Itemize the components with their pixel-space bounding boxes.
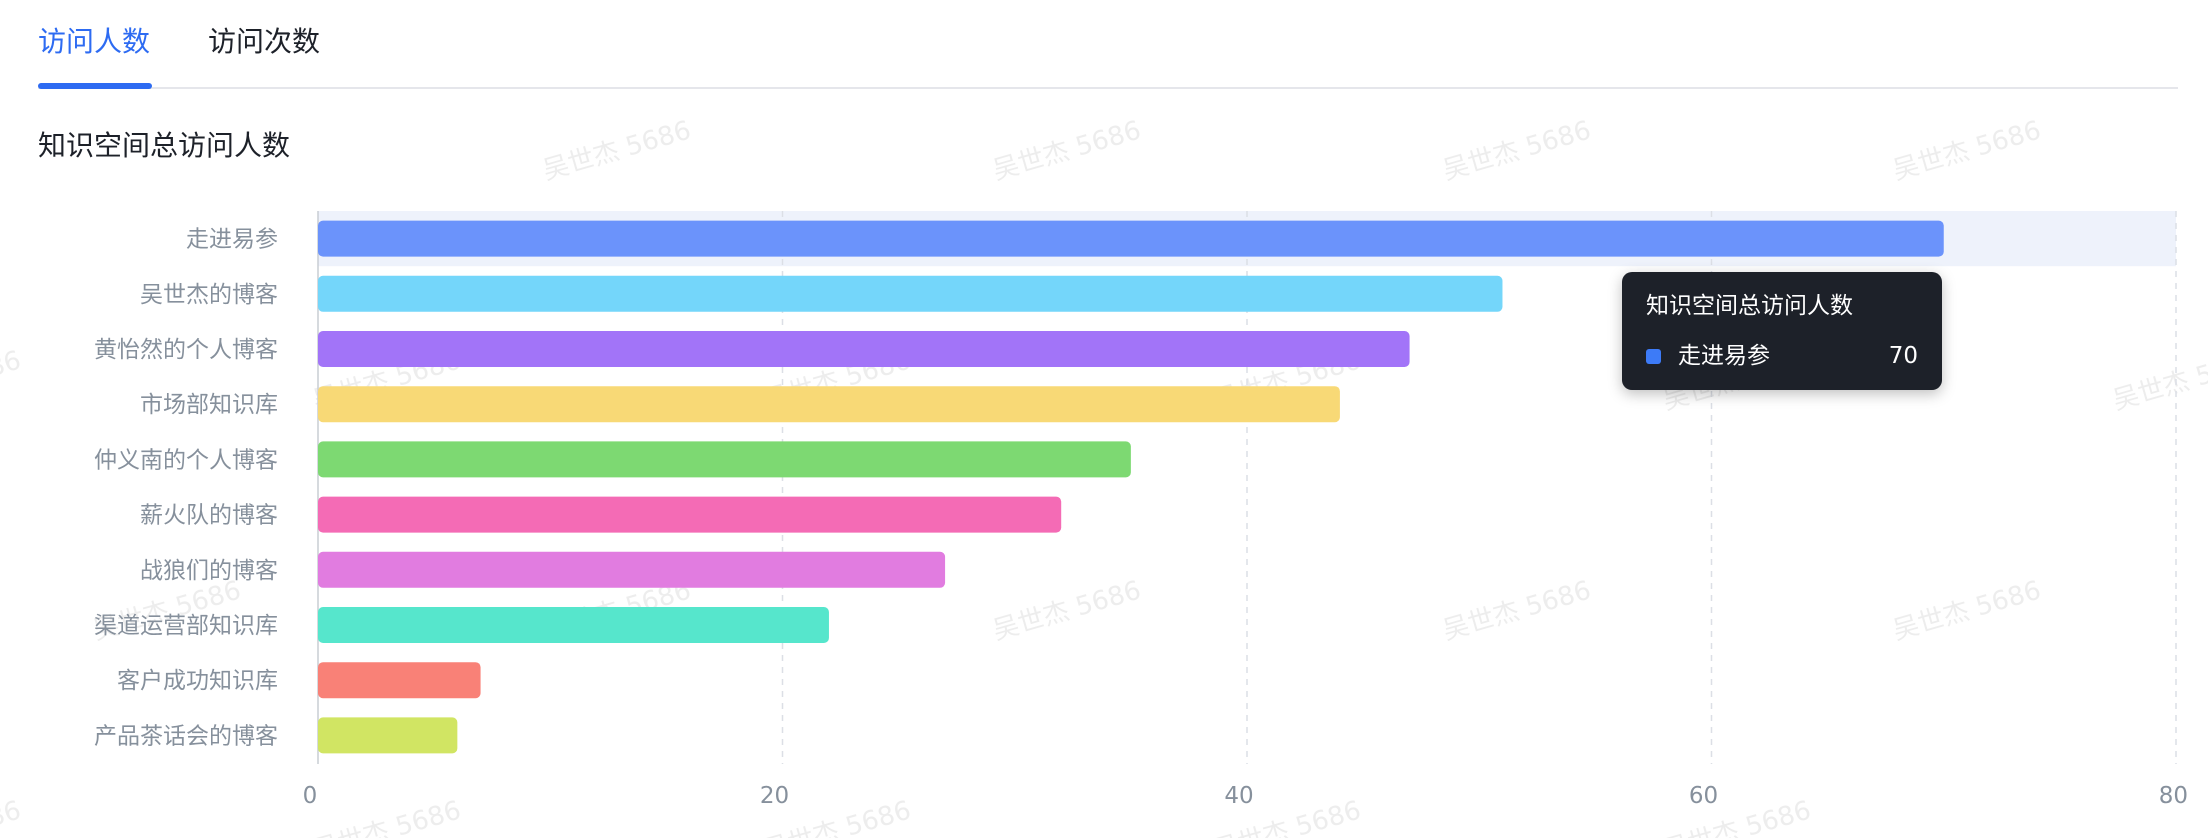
bar <box>318 607 829 643</box>
category-label: 客户成功知识库 <box>117 668 278 694</box>
x-tick-label: 40 <box>1224 783 1253 809</box>
bar <box>318 662 481 699</box>
bar <box>318 386 1340 423</box>
category-label: 薪火队的博客 <box>140 503 278 529</box>
bar <box>318 717 458 754</box>
bar <box>318 220 1944 257</box>
category-label: 渠道运营部知识库 <box>94 613 278 639</box>
bar <box>318 331 1410 367</box>
x-tick-label: 0 <box>303 783 318 809</box>
tooltip-value: 70 <box>1888 343 1918 369</box>
chart-title: 知识空间总访问人数 <box>38 129 291 162</box>
category-label: 吴世杰的博客 <box>140 282 278 308</box>
chart-tooltip: 知识空间总访问人数 走进易参 70 <box>1622 272 1942 390</box>
tooltip-series-swatch <box>1646 349 1661 364</box>
category-label: 市场部知识库 <box>140 392 278 418</box>
tab-visits[interactable]: 访问次数 <box>208 25 321 58</box>
bar <box>318 275 1503 312</box>
bar <box>318 496 1062 533</box>
tab-bar: 访问人数 访问次数 <box>38 0 2178 89</box>
tab-visitors[interactable]: 访问人数 <box>38 25 151 58</box>
bar <box>318 441 1131 478</box>
bar <box>318 551 946 588</box>
x-tick-label: 20 <box>760 783 789 809</box>
active-tab-indicator <box>38 83 152 89</box>
x-tick-label: 60 <box>1689 783 1718 809</box>
category-label: 战狼们的博客 <box>140 558 278 584</box>
category-label: 黄怡然的个人博客 <box>94 337 278 363</box>
tooltip-title: 知识空间总访问人数 <box>1646 293 1853 319</box>
tooltip-category-name: 走进易参 <box>1678 343 1770 369</box>
category-label: 仲义南的个人博客 <box>94 447 278 473</box>
x-tick-label: 80 <box>2159 783 2188 809</box>
category-label: 走进易参 <box>186 227 278 253</box>
category-label: 产品茶话会的博客 <box>94 723 278 749</box>
